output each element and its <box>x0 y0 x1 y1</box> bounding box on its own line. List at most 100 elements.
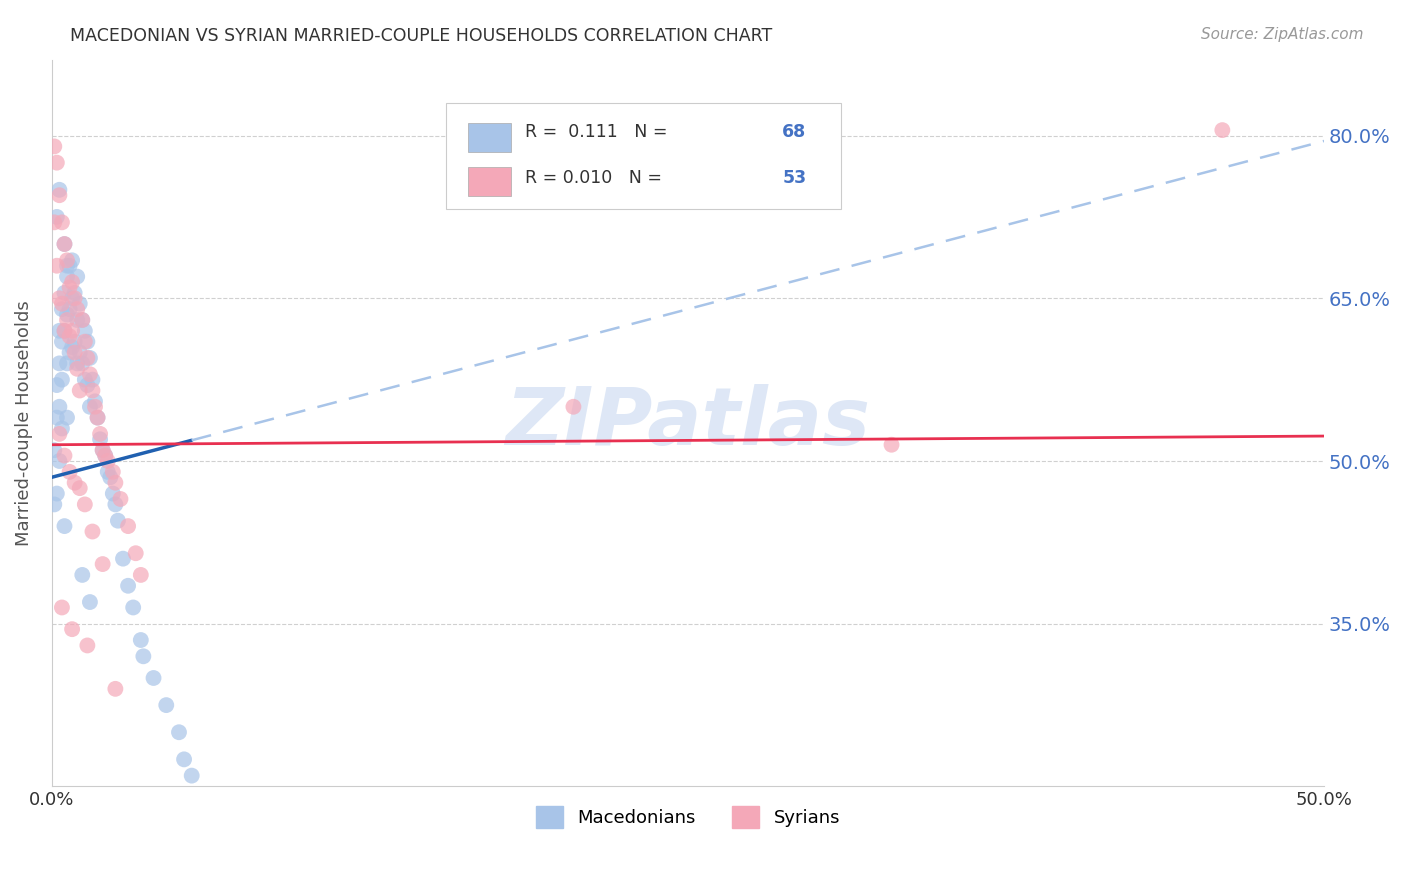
Point <box>167 725 190 739</box>
FancyBboxPatch shape <box>446 103 841 209</box>
Point <box>132 649 155 664</box>
Point <box>48 400 70 414</box>
Point <box>56 410 79 425</box>
Point <box>58 465 80 479</box>
Point <box>180 769 202 783</box>
Point <box>60 291 83 305</box>
Point <box>51 334 73 349</box>
Point <box>76 351 98 365</box>
Point <box>53 237 76 252</box>
Point <box>111 551 134 566</box>
Point <box>45 378 67 392</box>
Text: MACEDONIAN VS SYRIAN MARRIED-COUPLE HOUSEHOLDS CORRELATION CHART: MACEDONIAN VS SYRIAN MARRIED-COUPLE HOUS… <box>70 27 772 45</box>
Point <box>66 269 89 284</box>
Point <box>58 280 80 294</box>
Point <box>1211 123 1233 137</box>
Point <box>58 345 80 359</box>
Point <box>56 308 79 322</box>
Point <box>48 188 70 202</box>
Point <box>58 302 80 317</box>
Point <box>60 275 83 289</box>
Point <box>110 491 132 506</box>
Point <box>94 449 117 463</box>
Point <box>107 514 129 528</box>
Point <box>45 155 67 169</box>
Point <box>73 497 96 511</box>
Point <box>44 443 66 458</box>
Point <box>79 595 101 609</box>
Point <box>73 334 96 349</box>
Point <box>56 356 79 370</box>
Point <box>60 622 83 636</box>
Point <box>56 259 79 273</box>
Point <box>51 373 73 387</box>
FancyBboxPatch shape <box>468 123 512 152</box>
Point <box>53 519 76 533</box>
Point <box>66 356 89 370</box>
Point <box>79 400 101 414</box>
Point <box>45 259 67 273</box>
Point <box>51 302 73 317</box>
Point <box>51 421 73 435</box>
Text: 53: 53 <box>782 169 806 186</box>
Point <box>58 259 80 273</box>
Point <box>63 291 86 305</box>
Point <box>72 356 94 370</box>
Point <box>73 324 96 338</box>
Text: R =  0.111   N =: R = 0.111 N = <box>524 123 673 141</box>
Point <box>45 210 67 224</box>
Point <box>53 449 76 463</box>
Point <box>45 486 67 500</box>
Point <box>104 497 127 511</box>
Text: ZIPatlas: ZIPatlas <box>505 384 870 462</box>
Point <box>79 351 101 365</box>
Point <box>48 426 70 441</box>
Point <box>125 546 148 560</box>
Point <box>69 296 91 310</box>
Point <box>44 497 66 511</box>
Point <box>53 324 76 338</box>
Point <box>53 237 76 252</box>
Point <box>89 433 111 447</box>
Point <box>562 400 585 414</box>
Point <box>63 334 86 349</box>
Point <box>82 384 104 398</box>
Legend: Macedonians, Syrians: Macedonians, Syrians <box>529 799 848 836</box>
Point <box>53 285 76 300</box>
Point <box>69 345 91 359</box>
Point <box>66 302 89 317</box>
Point <box>79 368 101 382</box>
Point <box>51 296 73 310</box>
Point <box>173 752 195 766</box>
Point <box>880 438 903 452</box>
Point <box>66 313 89 327</box>
Text: R = 0.010   N =: R = 0.010 N = <box>524 169 668 186</box>
Point <box>44 215 66 229</box>
Point <box>86 410 108 425</box>
Point <box>84 400 107 414</box>
Point <box>73 373 96 387</box>
Point <box>76 378 98 392</box>
Point <box>60 340 83 354</box>
Point <box>97 465 120 479</box>
Point <box>60 324 83 338</box>
Point <box>44 139 66 153</box>
Point <box>94 449 117 463</box>
Text: 68: 68 <box>782 123 806 141</box>
Point <box>84 394 107 409</box>
Point <box>48 324 70 338</box>
Point <box>72 313 94 327</box>
Point <box>56 269 79 284</box>
Point <box>48 291 70 305</box>
Point <box>117 579 139 593</box>
Point <box>66 361 89 376</box>
Text: Source: ZipAtlas.com: Source: ZipAtlas.com <box>1201 27 1364 42</box>
Point <box>56 313 79 327</box>
Point <box>129 568 152 582</box>
Point <box>69 481 91 495</box>
Point <box>48 183 70 197</box>
Point <box>76 334 98 349</box>
Point <box>82 524 104 539</box>
Y-axis label: Married-couple Households: Married-couple Households <box>15 301 32 546</box>
Point <box>53 324 76 338</box>
